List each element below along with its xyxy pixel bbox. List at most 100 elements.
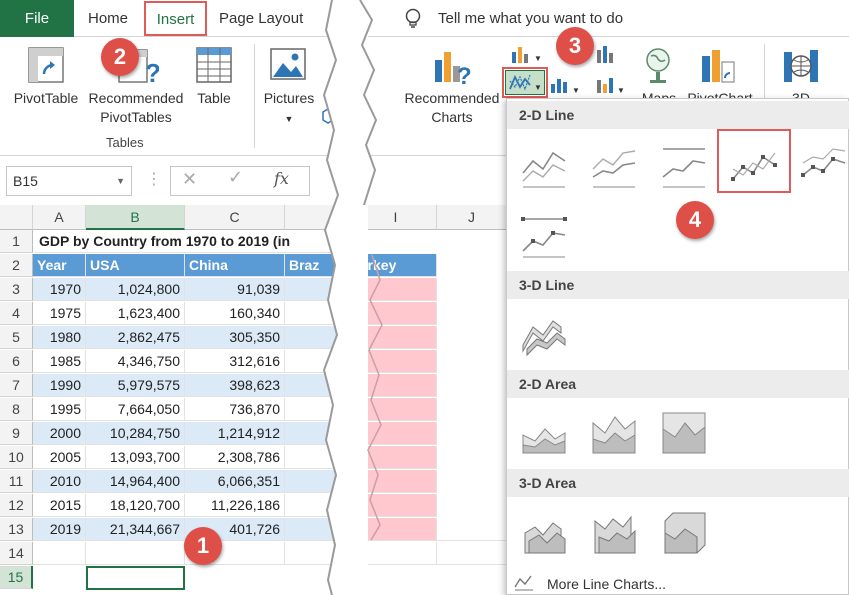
pictures-icon[interactable] — [270, 46, 306, 82]
tab-file[interactable]: File — [0, 0, 74, 37]
table-cell-usa[interactable]: 1,623,400 — [86, 302, 185, 325]
table-cell-year[interactable]: 2000 — [33, 422, 86, 445]
3d-line-chart-option[interactable] — [519, 309, 569, 359]
cancel-icon[interactable]: ✕ — [182, 169, 198, 189]
table-cell-year[interactable]: 1995 — [33, 398, 86, 421]
lightbulb-icon[interactable] — [404, 8, 422, 30]
column-header-i[interactable]: I — [355, 205, 437, 230]
table-cell-china[interactable]: 312,616 — [185, 350, 285, 373]
table-cell-year[interactable]: 2005 — [33, 446, 86, 469]
line-chart-option[interactable] — [519, 141, 569, 191]
header-cell-usa[interactable]: USA — [86, 254, 185, 277]
line-chart-caret[interactable]: ▼ — [534, 83, 542, 92]
line-with-markers-chart-option[interactable] — [729, 141, 779, 191]
row-header-11[interactable]: 11 — [0, 470, 33, 493]
pivot-table-icon[interactable] — [27, 46, 65, 84]
table-cell-turkey[interactable] — [355, 278, 437, 301]
header-cell-china[interactable]: China — [185, 254, 285, 277]
hierarchy-chart-icon[interactable] — [594, 44, 616, 64]
table-cell-china[interactable]: 160,340 — [185, 302, 285, 325]
table-cell-usa[interactable]: 1,024,800 — [86, 278, 185, 301]
table-cell-turkey[interactable] — [355, 446, 437, 469]
row-header-9[interactable]: 9 — [0, 422, 33, 445]
pivot-chart-icon[interactable] — [700, 48, 736, 84]
column-header-b[interactable]: B — [86, 205, 185, 230]
table-cell-year[interactable]: 2010 — [33, 470, 86, 493]
100-stacked-line-chart-option[interactable] — [659, 141, 709, 191]
table-cell-turkey[interactable] — [355, 398, 437, 421]
empty-cell[interactable] — [437, 542, 507, 565]
line-chart-button[interactable] — [505, 70, 545, 95]
table-cell-turkey[interactable] — [355, 302, 437, 325]
column-chart-caret[interactable]: ▼ — [534, 54, 542, 63]
tell-me-search[interactable]: Tell me what you want to do — [438, 10, 624, 27]
empty-cell[interactable] — [185, 518, 285, 541]
tab-insert[interactable]: Insert — [144, 1, 207, 36]
empty-cell[interactable] — [33, 542, 86, 565]
row-header-5[interactable]: 5 — [0, 326, 33, 349]
empty-cell[interactable] — [355, 518, 437, 541]
table-cell-turkey[interactable] — [355, 494, 437, 517]
table-cell-usa[interactable]: 14,964,400 — [86, 470, 185, 493]
pictures-label[interactable]: Pictures — [263, 90, 315, 106]
empty-cell[interactable] — [185, 542, 285, 565]
table-cell-year[interactable]: 1990 — [33, 374, 86, 397]
table-cell-china[interactable]: 11,226,186 — [185, 494, 285, 517]
table-cell-usa[interactable]: 18,120,700 — [86, 494, 185, 517]
3d-100-stacked-area-chart-option[interactable] — [659, 507, 709, 557]
3d-map-icon[interactable] — [782, 46, 820, 86]
stacked-area-chart-option[interactable] — [589, 407, 639, 457]
formula-bar-grip[interactable]: ⋮ — [146, 171, 162, 188]
3d-area-chart-option[interactable] — [519, 507, 569, 557]
column-header-c[interactable]: C — [185, 205, 285, 230]
more-line-charts-link[interactable]: More Line Charts... — [547, 576, 667, 592]
empty-cell[interactable] — [86, 518, 185, 541]
sheet-title-cell[interactable]: GDP by Country from 1970 to 2019 (in — [35, 230, 335, 253]
table-cell-china[interactable]: 6,066,351 — [185, 470, 285, 493]
table-cell-usa[interactable]: 5,979,575 — [86, 374, 185, 397]
table-cell-usa[interactable]: 21,344,667 — [86, 518, 185, 541]
maps-globe-icon[interactable] — [644, 46, 672, 86]
insert-function-icon[interactable]: fx — [274, 169, 289, 188]
header-cell-turkey[interactable]: urkey — [355, 254, 437, 277]
100-stacked-line-with-markers-option[interactable] — [519, 211, 569, 261]
column-header-j[interactable]: J — [437, 205, 507, 230]
table-cell-usa[interactable]: 2,862,475 — [86, 326, 185, 349]
column-chart-icon[interactable] — [510, 44, 532, 64]
line-chart-icon[interactable] — [508, 73, 532, 93]
empty-cell[interactable] — [437, 518, 507, 541]
table-cell-china[interactable]: 736,870 — [185, 398, 285, 421]
combo-chart-caret[interactable]: ▼ — [617, 86, 625, 95]
row-header-3[interactable]: 3 — [0, 278, 33, 301]
table-cell-turkey[interactable] — [355, 422, 437, 445]
row-header-4[interactable]: 4 — [0, 302, 33, 325]
select-all-corner[interactable] — [0, 205, 33, 230]
table-cell-usa[interactable]: 4,346,750 — [86, 350, 185, 373]
3d-stacked-area-chart-option[interactable] — [589, 507, 639, 557]
recommended-charts-icon[interactable]: ? — [433, 46, 473, 86]
table-cell-usa[interactable]: 13,093,700 — [86, 446, 185, 469]
row-header-10[interactable]: 10 — [0, 446, 33, 469]
row-header-8[interactable]: 8 — [0, 398, 33, 421]
row-header-12[interactable]: 12 — [0, 494, 33, 517]
table-icon[interactable] — [196, 47, 232, 83]
table-cell-china[interactable]: 2,308,786 — [185, 446, 285, 469]
row-header-13[interactable]: 13 — [0, 518, 33, 541]
row-header-1[interactable]: 1 — [0, 230, 33, 253]
row-header-7[interactable]: 7 — [0, 374, 33, 397]
table-cell-usa[interactable]: 7,664,050 — [86, 398, 185, 421]
statistic-chart-caret[interactable]: ▼ — [572, 86, 580, 95]
row-header-2[interactable]: 2 — [0, 254, 33, 277]
row-header-15[interactable]: 15 — [0, 566, 33, 589]
table-cell-year[interactable]: 1985 — [33, 350, 86, 373]
table-cell-turkey[interactable] — [355, 326, 437, 349]
column-header-a[interactable]: A — [33, 205, 86, 230]
statistic-chart-icon[interactable] — [550, 76, 570, 94]
name-box-dropdown-icon[interactable]: ▼ — [116, 176, 125, 186]
row-header-6[interactable]: 6 — [0, 350, 33, 373]
enter-icon[interactable]: ✓ — [228, 167, 244, 187]
table-label[interactable]: Table — [197, 90, 231, 106]
tab-page-layout[interactable]: Page Layout — [219, 10, 304, 27]
active-cell-b15[interactable] — [86, 566, 185, 590]
line-with-markers-option-highlight[interactable] — [717, 129, 791, 193]
